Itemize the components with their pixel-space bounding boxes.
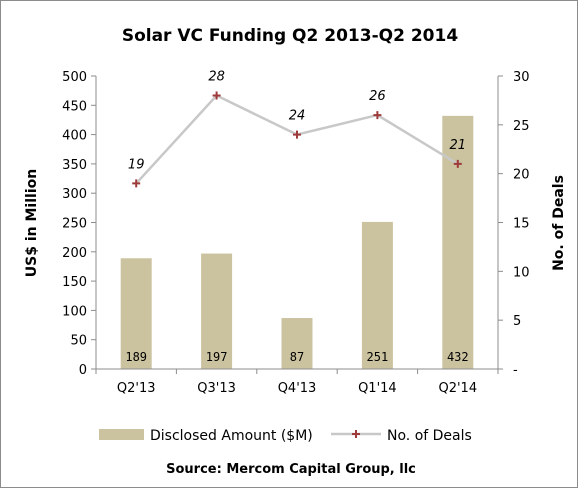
right-axis: - 5 10 15 20 25 30	[497, 70, 530, 378]
y2-axis-title: No. of Deals	[551, 175, 567, 271]
y2-tick-label: 5	[513, 314, 521, 329]
bar-data-label: 189	[125, 350, 147, 364]
y2-tick-label: 20	[513, 168, 530, 183]
category-axis: Q2'13 Q3'13 Q4'13 Q1'14 Q2'14	[95, 368, 499, 396]
bar-data-label: 432	[447, 350, 469, 364]
line-data-label: 24	[289, 109, 306, 124]
x-tick-label: Q3'13	[197, 381, 236, 396]
bar	[201, 253, 233, 369]
legend-bar-swatch	[99, 429, 144, 440]
x-tick-label: Q2'13	[117, 381, 156, 396]
line-series: 19 28 24 26 21	[128, 70, 466, 188]
line-data-label: 28	[208, 70, 225, 85]
y-tick-label: 0	[79, 363, 87, 378]
bar	[442, 115, 474, 370]
line-point	[293, 130, 301, 139]
line-point	[212, 91, 221, 100]
x-tick-label: Q1'14	[358, 381, 397, 396]
bar-data-label: 197	[206, 350, 228, 364]
line-data-label: 26	[369, 89, 386, 104]
y-tick-label: 450	[62, 99, 87, 114]
y-tick-label: 500	[62, 70, 87, 85]
left-axis: 0 50 100 150 200 250 300 350 400 450 500	[62, 70, 97, 378]
y-tick-label: 250	[62, 217, 87, 232]
y-tick-label: 150	[62, 275, 87, 290]
bar-data-label: 251	[367, 350, 389, 364]
legend-line-label: No. of Deals	[387, 428, 472, 444]
y2-tick-label: -	[513, 363, 518, 378]
line-point	[373, 111, 382, 120]
bar-data-label: 87	[290, 350, 304, 364]
bar	[361, 221, 393, 369]
y-tick-label: 100	[62, 304, 87, 319]
bar	[120, 258, 152, 369]
source-note: Source: Mercom Capital Group, llc	[166, 462, 416, 477]
legend-line-marker	[352, 430, 360, 438]
bar	[281, 318, 313, 369]
chart-title: Solar VC Funding Q2 2013-Q2 2014	[122, 26, 458, 46]
y-tick-label: 200	[62, 246, 87, 261]
y2-tick-label: 30	[513, 70, 530, 85]
y-tick-label: 50	[70, 334, 87, 349]
line-point	[132, 179, 141, 188]
bar-series: 189 197 87 251 432	[120, 115, 474, 370]
line-point	[453, 159, 462, 168]
x-tick-label: Q4'13	[278, 381, 317, 396]
y2-tick-label: 10	[513, 265, 530, 280]
y2-tick-label: 15	[513, 217, 530, 232]
y-tick-label: 350	[62, 158, 87, 173]
y-tick-label: 400	[62, 129, 87, 144]
y2-tick-label: 25	[513, 119, 530, 134]
legend: Disclosed Amount ($M) No. of Deals	[99, 428, 472, 444]
y-axis-title: US$ in Million	[24, 169, 40, 277]
line-data-label: 19	[128, 157, 145, 172]
x-tick-label: Q2'14	[438, 381, 477, 396]
y-tick-label: 300	[62, 187, 87, 202]
legend-bar-label: Disclosed Amount ($M)	[150, 428, 313, 444]
line-data-label: 21	[450, 138, 467, 153]
